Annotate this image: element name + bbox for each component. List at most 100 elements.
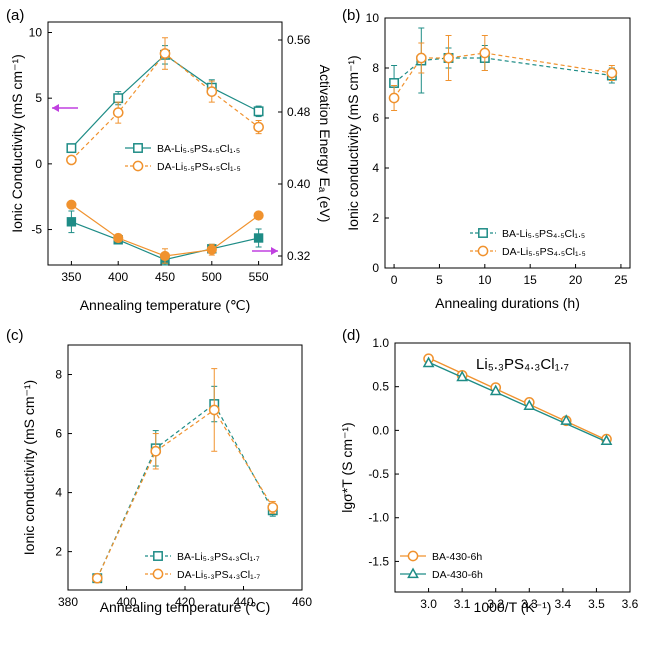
x-axis-label: Annealing temperature (℃) <box>80 297 251 313</box>
x-tick-label: 3.5 <box>588 597 605 611</box>
x-axis-label: Annealing temperature (℃) <box>100 599 271 615</box>
data-point <box>159 250 171 262</box>
data-point <box>208 404 220 416</box>
data-point <box>388 92 400 104</box>
data-point <box>443 52 454 64</box>
data-point <box>560 414 573 425</box>
series-0 <box>389 27 617 101</box>
legend: BA-Li₅.₃PS₄.₃Cl₁.₇ DA-Li₅.₃PS₄.₃Cl₁.₇ <box>145 551 261 581</box>
x-tick-label: 5 <box>436 273 443 287</box>
x-axis-label: Annealing durations (h) <box>435 295 580 311</box>
y-axis-label: Ionic conductivity (mS cm⁻¹) <box>345 55 361 230</box>
y-axis-label: Ionic Conductivity (mS cm⁻¹) <box>9 54 25 233</box>
legend-marker <box>407 550 419 562</box>
x-tick-label: 3.2 <box>487 597 504 611</box>
y-tick-label: 6 <box>55 427 62 441</box>
plot-frame <box>384 17 631 269</box>
y-right-tick-label: 0.32 <box>287 249 311 263</box>
data-point <box>253 233 264 243</box>
x-tick-label: 550 <box>249 270 269 284</box>
x-tick-label: 3.1 <box>454 597 471 611</box>
y-right-tick-label: 0.56 <box>287 33 311 47</box>
x-tick-label: 10 <box>478 273 492 287</box>
x-tick-label: 440 <box>233 595 253 609</box>
y-tick-label: -1.5 <box>368 554 389 568</box>
series-line <box>393 52 612 99</box>
legend-label: BA-Li₅.₅PS₄.₅Cl₁.₅ <box>502 228 585 240</box>
y-tick-label: 0.5 <box>372 380 389 394</box>
fit-line <box>428 361 607 443</box>
x-tick-label: 15 <box>524 273 538 287</box>
panel-label: (a) <box>6 7 24 24</box>
data-point <box>113 232 124 244</box>
series-line <box>96 409 274 579</box>
data-point <box>66 199 77 210</box>
y-right-tick-label: 0.48 <box>287 105 311 119</box>
series-line <box>393 57 612 84</box>
x-tick-label: 380 <box>58 595 78 609</box>
x-tick-label: 0 <box>391 273 398 287</box>
y-tick-label: 4 <box>55 486 62 500</box>
x-tick-label: 460 <box>292 595 312 609</box>
y-tick-label: 0 <box>372 261 379 275</box>
x-tick-label: 350 <box>61 270 81 284</box>
data-point <box>66 217 77 227</box>
x-tick-label: 500 <box>202 270 222 284</box>
y-tick-label: 2 <box>55 545 62 559</box>
legend-marker <box>152 568 164 580</box>
data-point <box>523 399 536 411</box>
fit-line <box>428 357 607 441</box>
data-point <box>606 67 618 79</box>
legend-marker <box>132 160 144 172</box>
x-axis-label: 1000/T (K⁻¹) <box>474 599 552 615</box>
x-tick-label: 400 <box>116 595 136 609</box>
legend: BA-Li₅.₅PS₄.₅Cl₁.₅ DA-Li₅.₅PS₄.₅Cl₁.₅ <box>470 228 586 258</box>
panel-label: (b) <box>342 7 360 24</box>
series-line <box>96 403 274 579</box>
y-tick-label: 8 <box>55 368 62 382</box>
legend: BA-430-6h DA-430-6h <box>400 550 483 581</box>
series-1 <box>66 37 264 166</box>
legend-label: DA-Li₅.₅PS₄.₅Cl₁.₅ <box>502 246 586 258</box>
y-tick-label: 10 <box>29 26 43 40</box>
y-tick-label: 0 <box>35 157 42 171</box>
y-tick-label: 6 <box>372 111 379 125</box>
data-point <box>112 107 124 118</box>
y-right-axis-label: Activation Energy Eₐ (eV) <box>317 65 333 223</box>
legend-marker <box>478 228 488 238</box>
chart-title: Li₅.₃PS₄.₃Cl₁.₇ <box>476 356 569 373</box>
panel-c: (c) 380 400 420 440 460 2 4 6 8 Annealing temperat… <box>6 327 312 615</box>
data-point <box>267 501 279 513</box>
data-point <box>253 121 264 133</box>
legend-label: DA-Li₅.₅PS₄.₅Cl₁.₅ <box>157 161 241 173</box>
data-point <box>206 244 217 255</box>
plot-frame <box>394 342 631 593</box>
data-point <box>456 370 469 382</box>
right-axis-arrowhead <box>271 247 278 255</box>
legend-marker <box>133 143 143 153</box>
legend-label: BA-Li₅.₃PS₄.₃Cl₁.₇ <box>177 551 260 563</box>
panel-a: (a) 350 400 450 500 550 -5 0 5 10 0.32 0.40 0.48 0.56… <box>6 7 333 313</box>
data-point <box>66 154 77 166</box>
series-1 <box>91 368 279 584</box>
x-tick-label: 3.3 <box>521 597 538 611</box>
data-point <box>150 445 162 457</box>
data-point <box>253 210 264 221</box>
series-3 <box>66 199 264 264</box>
x-tick-label: 3.4 <box>555 597 572 611</box>
x-tick-label: 450 <box>155 270 175 284</box>
data-point <box>422 356 435 368</box>
x-tick-label: 400 <box>108 270 128 284</box>
panel-b: (b) 0 5 10 15 20 25 0 2 4 6 8 10 Annealing durations … <box>342 7 631 311</box>
x-tick-label: 3.6 <box>622 597 639 611</box>
x-tick-label: 420 <box>175 595 195 609</box>
legend-label: DA-430-6h <box>432 569 483 581</box>
panel-label: (d) <box>342 327 360 344</box>
data-point <box>253 106 264 117</box>
data-point <box>415 52 427 64</box>
x-tick-label: 25 <box>614 273 628 287</box>
legend-label: DA-Li₅.₃PS₄.₃Cl₁.₇ <box>177 569 261 581</box>
y-tick-label: 0.0 <box>372 423 389 437</box>
data-point <box>66 143 77 154</box>
y-axis-label: lgσ*T (S cm⁻¹) <box>339 422 355 512</box>
